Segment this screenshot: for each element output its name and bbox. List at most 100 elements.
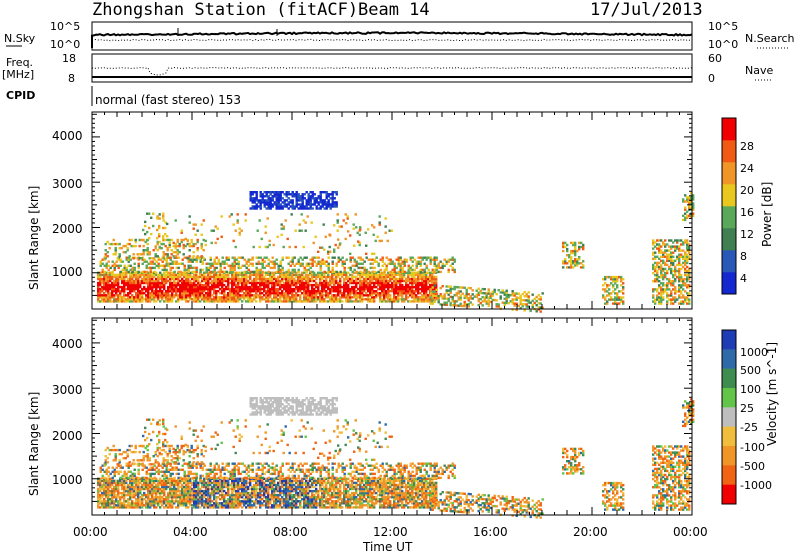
velocity-cell (197, 483, 200, 487)
velocity-cell (179, 493, 182, 497)
power-cell (664, 255, 667, 258)
power-cell (507, 295, 510, 299)
velocity-cell (179, 489, 182, 493)
power-cell (279, 294, 282, 297)
power-cell (137, 279, 140, 283)
power-cell (682, 288, 685, 291)
power-cell (306, 215, 309, 218)
velocity-cell (181, 496, 184, 499)
velocity-cell (153, 504, 156, 507)
power-cell (135, 279, 138, 283)
power-cell (205, 287, 208, 291)
power-cell (207, 281, 210, 285)
power-cell (688, 286, 691, 289)
power-cell (353, 285, 356, 289)
velocity-cell (173, 489, 176, 493)
power-cell (275, 290, 278, 293)
velocity-cell (149, 487, 152, 491)
power-cell (193, 287, 196, 291)
power-cell (305, 205, 308, 208)
velocity-cell (119, 479, 122, 483)
power-cell (287, 203, 290, 206)
power-cell (321, 277, 324, 281)
power-cell (662, 241, 665, 244)
power-cell (443, 264, 446, 267)
power-cell (668, 249, 671, 252)
power-cell (197, 277, 200, 281)
power-cell (166, 222, 169, 226)
power-cell (568, 256, 571, 259)
power-cell (142, 251, 145, 254)
power-cell (301, 193, 304, 196)
power-cell (233, 275, 236, 279)
power-cell (237, 277, 240, 281)
velocity-cell (111, 496, 114, 499)
power-cell (529, 309, 532, 313)
power-cell (666, 255, 669, 258)
power-cell (281, 207, 284, 210)
power-cell (195, 292, 198, 295)
power-cell (99, 294, 102, 297)
power-cell (321, 271, 324, 274)
power-cell (287, 268, 290, 272)
power-cell (379, 298, 382, 301)
power-cell (352, 223, 355, 226)
power-cell (363, 273, 366, 277)
power-cell (233, 260, 236, 263)
power-cell (273, 271, 276, 274)
power-cell (329, 250, 332, 253)
power-cell (315, 290, 318, 293)
power-cell (107, 277, 110, 281)
power-cell (229, 277, 232, 281)
power-cell (361, 279, 364, 283)
power-cell (285, 296, 288, 299)
power-cell (331, 275, 334, 279)
power-cell (680, 243, 683, 246)
power-cell (493, 290, 496, 294)
velocity-cell (169, 481, 172, 485)
velocity-cell (165, 485, 168, 489)
power-cell (285, 195, 288, 198)
power-cell (353, 258, 356, 261)
power-cell (269, 201, 272, 204)
power-cell (196, 249, 199, 252)
power-cell (425, 298, 428, 301)
power-cell (151, 290, 154, 293)
power-cell (255, 262, 258, 265)
power-cell (415, 283, 418, 287)
power-cell (353, 296, 356, 299)
power-cell (612, 290, 615, 293)
power-cell (291, 199, 294, 202)
power-cell (169, 271, 172, 274)
power-cell (299, 264, 302, 267)
power-cell (582, 247, 585, 251)
power-cell (105, 290, 108, 293)
power-cell (564, 262, 567, 265)
power-cell (511, 294, 514, 297)
power-cell (324, 235, 327, 238)
power-cell (435, 277, 438, 281)
power-cell (364, 231, 367, 234)
velocity-cell (147, 487, 150, 491)
power-cell (403, 300, 406, 303)
power-cell (403, 270, 406, 274)
power-cell (199, 283, 202, 287)
power-cell (447, 297, 450, 300)
velocity-cell (107, 489, 110, 493)
power-cell (686, 265, 689, 269)
power-cell (311, 283, 314, 287)
power-cell (109, 292, 112, 295)
velocity-cell (99, 506, 102, 509)
power-cell (439, 303, 442, 306)
power-cell (261, 279, 264, 283)
velocity-cell (145, 506, 148, 509)
power-cell (674, 271, 677, 275)
power-cell (425, 283, 428, 287)
power-cell (303, 294, 306, 297)
power-cell (287, 193, 290, 196)
power-cell (293, 195, 296, 198)
velocity-cell (127, 485, 130, 489)
power-cell (311, 203, 314, 206)
power-cell (295, 197, 298, 200)
power-cell (381, 290, 384, 293)
